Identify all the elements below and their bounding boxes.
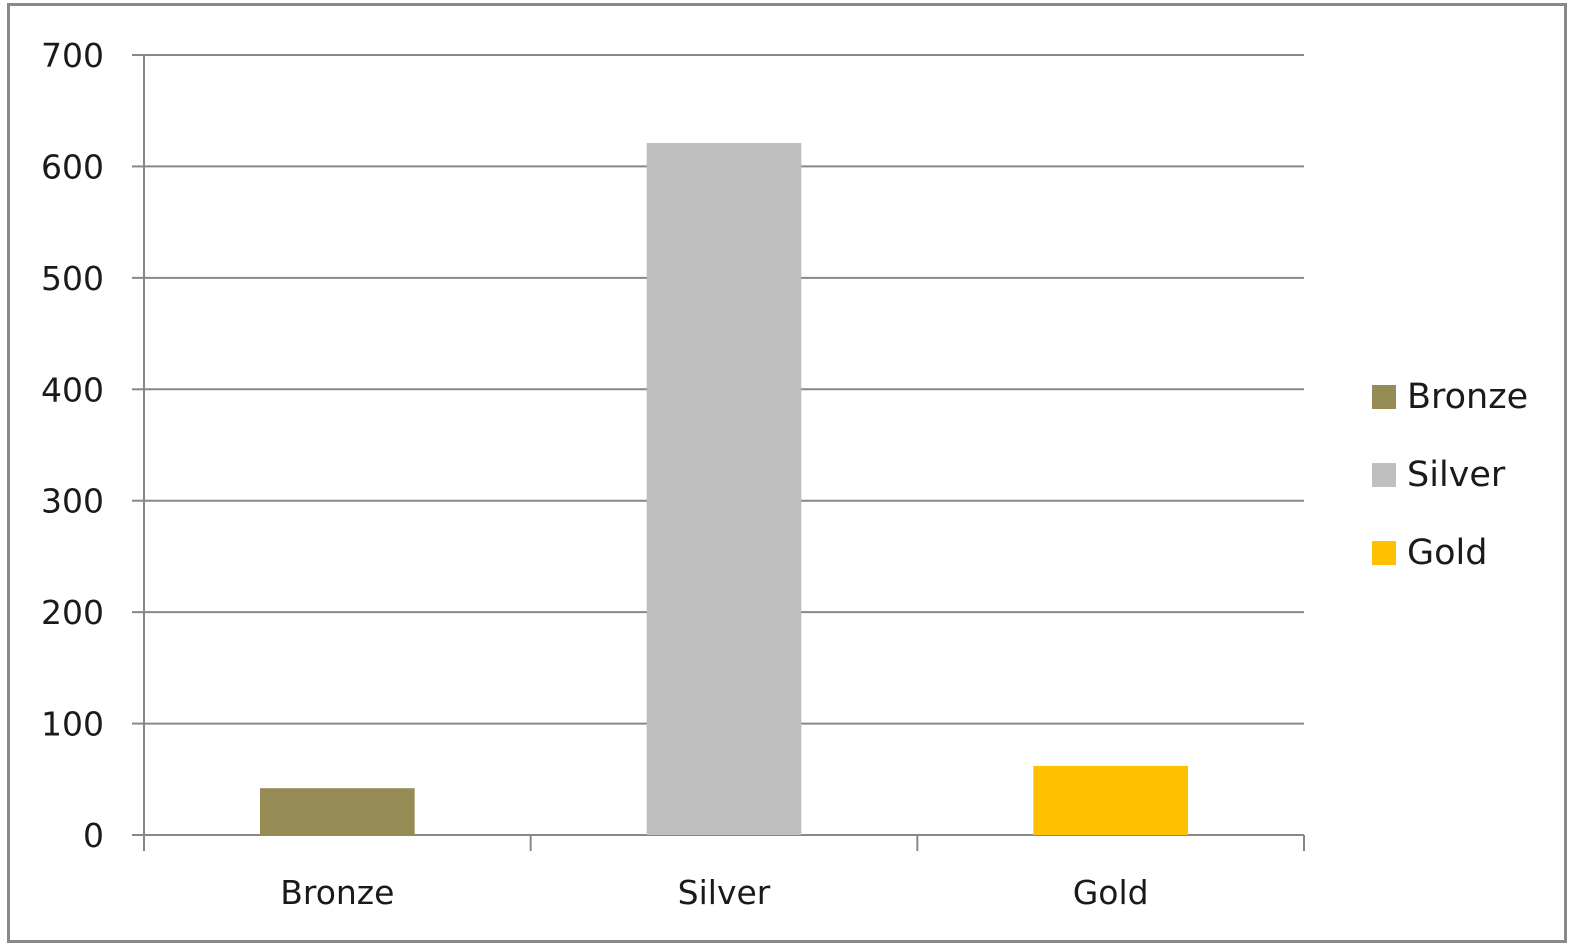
- legend: Bronze Silver Gold: [1372, 377, 1528, 573]
- legend-swatch-silver: [1372, 463, 1396, 487]
- bar-gold: [1033, 765, 1188, 835]
- y-tick-label: 600: [41, 147, 104, 186]
- y-tick-label: 700: [41, 36, 104, 75]
- y-axis-tick-labels: 0 100 200 300 400 500 600 700: [41, 36, 104, 855]
- x-axis-tick-labels: Bronze Silver Gold: [280, 873, 1148, 912]
- bars: [260, 143, 1188, 835]
- y-tick-label: 200: [41, 593, 104, 632]
- y-tick-label: 500: [41, 259, 104, 298]
- legend-label-gold: Gold: [1407, 533, 1487, 573]
- legend-label-silver: Silver: [1407, 455, 1506, 495]
- y-tick-label: 400: [41, 370, 104, 409]
- legend-label-bronze: Bronze: [1407, 377, 1528, 417]
- x-tick-label: Gold: [1073, 873, 1149, 912]
- bar-bronze: [260, 788, 415, 835]
- bar-silver: [646, 143, 802, 835]
- x-tick-label: Silver: [678, 873, 771, 912]
- y-tick-label: 300: [41, 482, 104, 521]
- legend-swatch-bronze: [1372, 385, 1396, 409]
- legend-swatch-gold: [1372, 541, 1396, 565]
- y-tick-label: 100: [41, 705, 104, 744]
- y-tick-label: 0: [83, 816, 104, 855]
- x-tick-label: Bronze: [280, 873, 394, 912]
